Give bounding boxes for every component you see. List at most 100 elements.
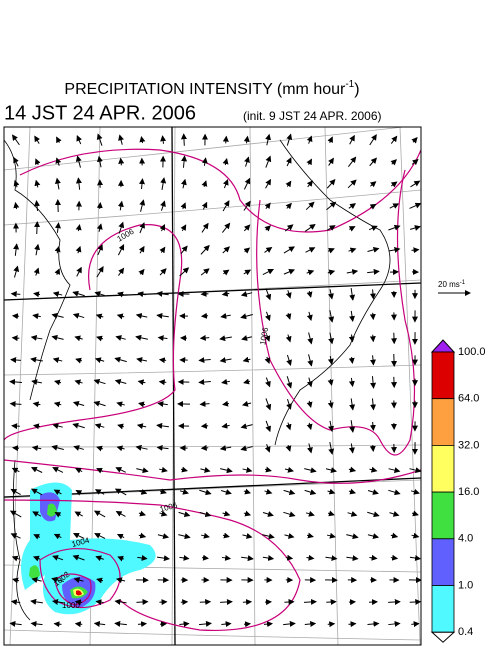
wind-vector (142, 179, 143, 189)
wind-vector (309, 159, 312, 164)
wind-vector (243, 469, 252, 471)
wind-vector (179, 624, 188, 625)
colorbar-label: 0.4 (458, 626, 473, 638)
wind-vector (349, 469, 355, 471)
wind-vector (33, 447, 41, 448)
wind-vector (411, 181, 420, 187)
wind-vector (53, 468, 63, 473)
wind-vector (12, 294, 21, 295)
wind-vector (373, 289, 374, 298)
wind-vector (11, 360, 21, 361)
wind-vector (242, 293, 252, 296)
wind-vector (158, 535, 168, 537)
wind-vector (78, 247, 80, 253)
wind-vector (222, 381, 230, 382)
wind-vector (36, 245, 38, 256)
wind-vector (267, 135, 269, 145)
wind-vector (309, 312, 311, 320)
wind-vector (179, 512, 190, 515)
wind-vector (74, 314, 84, 317)
wind-vector (223, 270, 228, 274)
wind-vector (288, 290, 290, 298)
wind-vector (34, 425, 40, 426)
wind-vector (391, 558, 397, 559)
wind-vector (116, 337, 125, 340)
wind-vector (15, 244, 16, 256)
wind-vector (121, 159, 122, 166)
wind-vector (116, 381, 127, 384)
wind-vector (181, 469, 187, 470)
colorbar-label: 64.0 (458, 393, 479, 405)
wind-vector (241, 447, 252, 450)
wind-vector (225, 159, 226, 165)
wind-vector (117, 579, 125, 581)
wind-vector (117, 403, 125, 405)
wind-vector (140, 270, 144, 275)
wind-vector (54, 624, 61, 625)
wind-vector (159, 337, 168, 338)
wind-vector (246, 137, 247, 144)
wind-vector (370, 469, 377, 471)
wind-vector (410, 602, 421, 603)
colorbar-label: 1.0 (458, 579, 473, 591)
wind-vector (410, 557, 420, 558)
wind-vector (35, 136, 39, 143)
wind-vector (95, 534, 105, 539)
wind-vector (349, 204, 355, 209)
wind-vector (368, 491, 378, 494)
wind-vector (162, 178, 164, 190)
wind-vector (14, 266, 17, 277)
wind-vector (223, 535, 229, 536)
wind-vector (55, 381, 61, 383)
colorbar-label: 100.0 (458, 346, 486, 358)
wind-vector (266, 312, 269, 320)
wind-vector (95, 380, 106, 383)
wind-vector (161, 201, 164, 210)
wind-vector (52, 337, 63, 340)
wind-vector (372, 376, 373, 388)
wind-vector (330, 137, 333, 143)
wind-vector (243, 403, 251, 405)
wind-vector (388, 623, 399, 624)
wind-vector (31, 601, 43, 603)
wind-vector (222, 557, 230, 558)
wind-vector (265, 469, 271, 470)
wind-vector (413, 138, 417, 143)
wind-vector (201, 404, 210, 405)
precipitation (21, 483, 156, 615)
wind-vector (15, 203, 16, 209)
wind-vector (328, 513, 334, 515)
wind-vector (184, 134, 185, 146)
wind-vector (410, 469, 421, 472)
wind-vector (265, 491, 272, 493)
wind-vector (53, 425, 62, 427)
wind-vector (201, 535, 209, 537)
wind-vector (221, 447, 231, 449)
wind-vector (158, 447, 169, 448)
wind-vector (373, 445, 374, 451)
wind-vector (223, 403, 229, 404)
wind-vector (199, 623, 211, 624)
colorbar-segment (432, 586, 454, 633)
wind-vector (327, 202, 336, 209)
colorbar-segment (432, 445, 454, 492)
wind-vector (13, 579, 19, 580)
wind-vector (285, 469, 293, 471)
wind-vector (351, 443, 352, 452)
wind-vector (351, 311, 352, 321)
wind-vector (372, 398, 373, 409)
wind-vector (221, 491, 231, 494)
wind-vector (223, 293, 230, 294)
wind-vector (95, 623, 105, 624)
wind-vector (325, 557, 336, 559)
wind-vector (306, 558, 313, 559)
wind-vector (412, 535, 419, 537)
wind-vector (73, 292, 84, 295)
colorbar-segment (432, 539, 454, 586)
wind-vector (139, 403, 145, 404)
wind-vector (326, 602, 335, 603)
wind-vector (75, 512, 82, 516)
wind-vector (370, 182, 375, 186)
wind-vector (351, 398, 353, 409)
wind-vector (183, 156, 184, 167)
